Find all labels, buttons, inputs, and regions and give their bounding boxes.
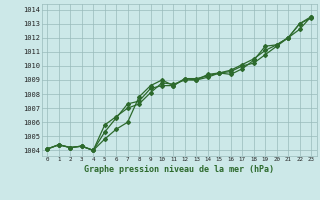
X-axis label: Graphe pression niveau de la mer (hPa): Graphe pression niveau de la mer (hPa): [84, 165, 274, 174]
